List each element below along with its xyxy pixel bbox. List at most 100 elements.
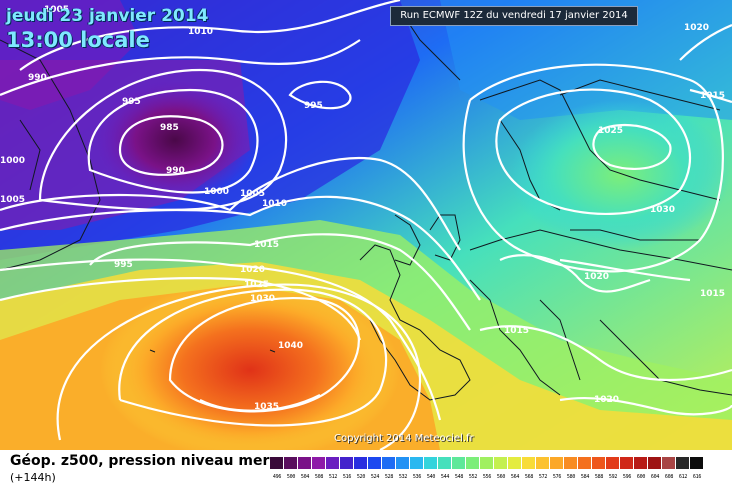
isobar-label: 985: [160, 123, 179, 133]
legend-value: 500: [286, 474, 296, 480]
legend-value: 572: [538, 474, 548, 480]
legend-value: 544: [440, 474, 450, 480]
legend-color-chip: [270, 457, 284, 469]
legend-color-chip: [466, 457, 480, 469]
isobar-label: 1020: [594, 395, 619, 405]
map-title: Géop. z500, pression niveau mer: [10, 453, 270, 469]
legend-value: 528: [384, 474, 394, 480]
legend-color-chip: [368, 457, 382, 469]
map-canvas: 1005 1010 990 995 995 985 990 1000 1000 …: [0, 0, 732, 450]
isobar-label: 1015: [254, 240, 279, 250]
legend-color-chip: [298, 457, 312, 469]
legend-swatch: 580: [564, 457, 578, 480]
isobar-label: 1010: [262, 199, 287, 209]
map-footer: Géop. z500, pression niveau mer (+144h) …: [0, 450, 732, 488]
legend-value: 548: [454, 474, 464, 480]
isobar-label: 995: [304, 101, 323, 111]
isobar-label: 995: [114, 260, 133, 270]
legend-swatch: 504: [298, 457, 312, 480]
isobar-label: 1015: [504, 326, 529, 336]
isobar-label: 990: [28, 73, 47, 83]
legend-color-chip: [452, 457, 466, 469]
legend-color-chip: [480, 457, 494, 469]
legend-color-chip: [494, 457, 508, 469]
legend-color-chip: [284, 457, 298, 469]
legend-color-chip: [690, 457, 704, 469]
legend-swatch: 568: [522, 457, 536, 480]
legend-value: 540: [426, 474, 436, 480]
isobar-label: 1020: [584, 272, 609, 282]
legend-swatch: 612: [676, 457, 690, 480]
legend-color-chip: [648, 457, 662, 469]
isobar-label: 1020: [240, 265, 265, 275]
legend-swatch: 528: [382, 457, 396, 480]
legend-swatch: 584: [578, 457, 592, 480]
legend-value: 496: [272, 474, 282, 480]
legend-color-chip: [340, 457, 354, 469]
model-run-info: Run ECMWF 12Z du vendredi 17 janvier 201…: [390, 6, 638, 26]
legend-value: 560: [496, 474, 506, 480]
isobar-label: 1020: [684, 23, 709, 33]
forecast-step: (+144h): [10, 471, 56, 484]
legend-color-chip: [522, 457, 536, 469]
coastlines: [0, 9, 732, 401]
legend-color-chip: [396, 457, 410, 469]
legend-color-chip: [564, 457, 578, 469]
isobar-label: 1040: [278, 341, 303, 351]
legend-value: 608: [664, 474, 674, 480]
isobar-label: 1000: [204, 187, 229, 197]
legend-value: 592: [608, 474, 618, 480]
legend-value: 580: [566, 474, 576, 480]
isobar-lines: [0, 0, 732, 450]
isobar-label: 990: [166, 166, 185, 176]
legend-value: 600: [636, 474, 646, 480]
legend-swatch: 536: [410, 457, 424, 480]
legend-value: 604: [650, 474, 660, 480]
isobar-label: 1025: [244, 280, 269, 290]
color-scale-legend: 496 500 504 508 512 516 520 524 528 532 536 540 544 5…: [270, 457, 704, 480]
legend-value: 576: [552, 474, 562, 480]
copyright-notice: Copyright 2014 Meteociel.fr: [334, 433, 474, 444]
isobar-label: 1030: [250, 294, 275, 304]
legend-color-chip: [592, 457, 606, 469]
legend-swatch: 496: [270, 457, 284, 480]
isobar-label: 995: [122, 97, 141, 107]
legend-swatch: 600: [634, 457, 648, 480]
legend-color-chip: [354, 457, 368, 469]
legend-swatch: 556: [480, 457, 494, 480]
legend-color-chip: [508, 457, 522, 469]
legend-color-chip: [620, 457, 634, 469]
legend-swatch: 548: [452, 457, 466, 480]
legend-swatch: 544: [438, 457, 452, 480]
legend-swatch: 512: [326, 457, 340, 480]
forecast-date: jeudi 23 janvier 2014: [6, 6, 209, 26]
legend-color-chip: [634, 457, 648, 469]
legend-value: 524: [370, 474, 380, 480]
scandinavia-ridge: [510, 100, 730, 250]
legend-swatch: 608: [662, 457, 676, 480]
legend-swatch: 532: [396, 457, 410, 480]
legend-swatch: 500: [284, 457, 298, 480]
legend-swatch: 616: [690, 457, 704, 480]
legend-swatch: 560: [494, 457, 508, 480]
high-pressure-core: [100, 280, 400, 450]
legend-value: 512: [328, 474, 338, 480]
isobar-label: 1015: [700, 289, 725, 299]
legend-value: 616: [692, 474, 702, 480]
isobar-label: 1035: [254, 402, 279, 412]
legend-swatch: 520: [354, 457, 368, 480]
legend-value: 532: [398, 474, 408, 480]
legend-swatch: 540: [424, 457, 438, 480]
legend-swatch: 564: [508, 457, 522, 480]
isobar-label: 1030: [650, 205, 675, 215]
legend-color-chip: [676, 457, 690, 469]
legend-color-chip: [312, 457, 326, 469]
legend-value: 520: [356, 474, 366, 480]
legend-color-chip: [410, 457, 424, 469]
legend-value: 564: [510, 474, 520, 480]
legend-swatch: 572: [536, 457, 550, 480]
legend-swatch: 592: [606, 457, 620, 480]
legend-color-chip: [550, 457, 564, 469]
legend-value: 556: [482, 474, 492, 480]
legend-value: 516: [342, 474, 352, 480]
